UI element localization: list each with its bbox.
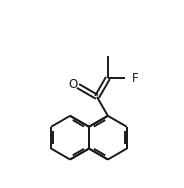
Text: O: O	[68, 77, 78, 91]
Text: F: F	[132, 71, 138, 85]
